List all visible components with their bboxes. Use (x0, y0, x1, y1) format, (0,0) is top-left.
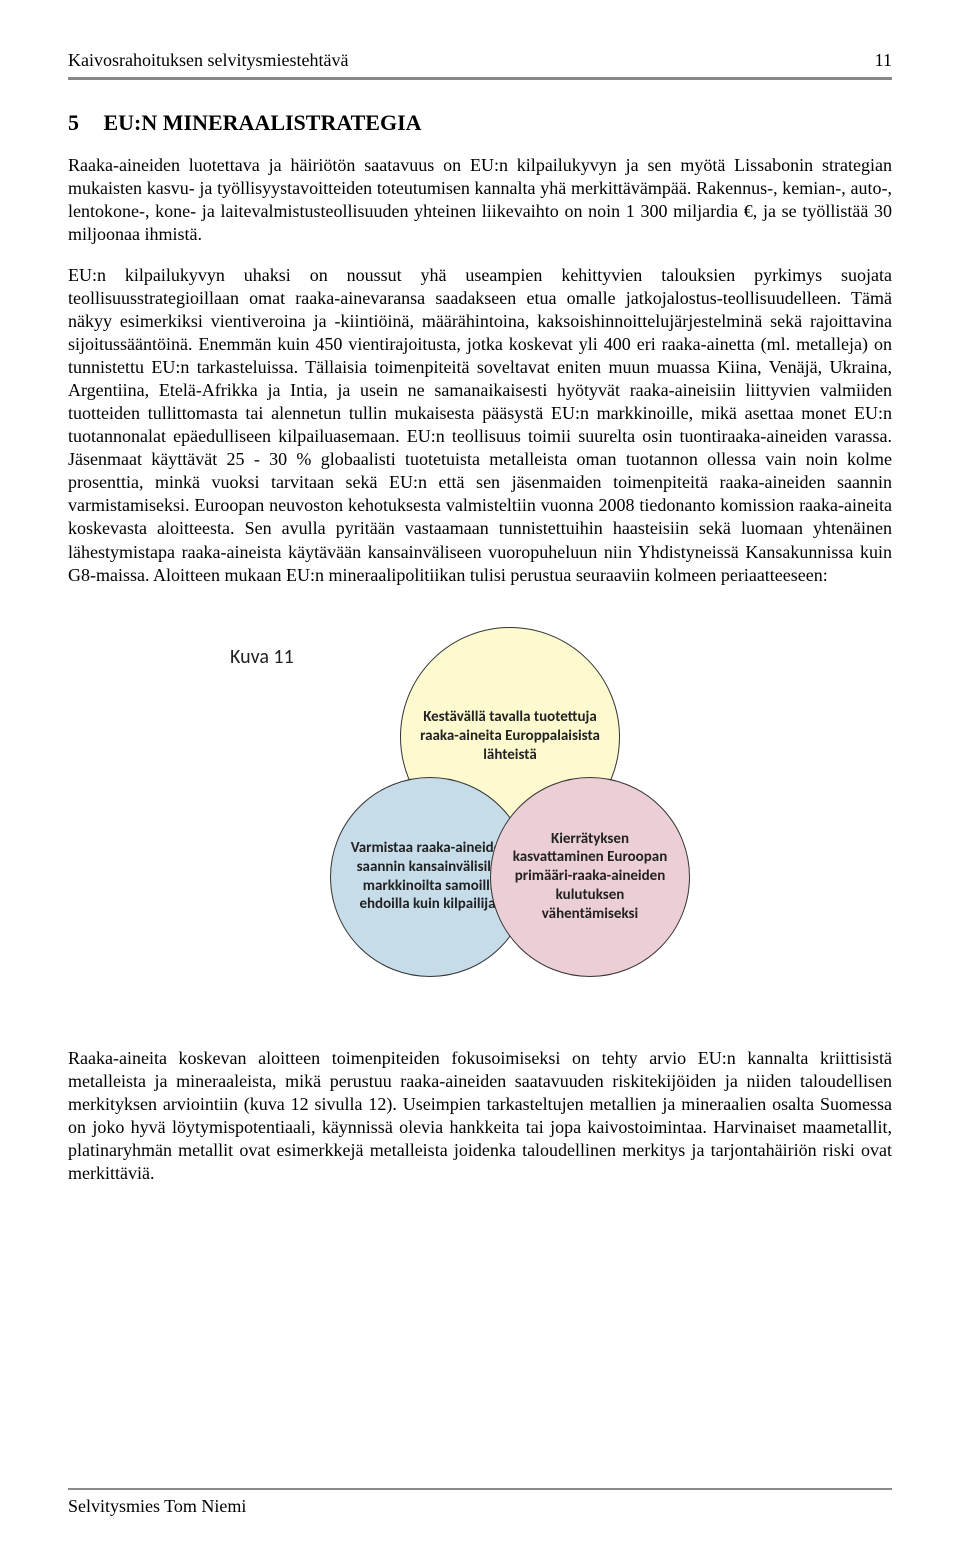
page-number: 11 (875, 50, 892, 71)
paragraph-1: Raaka-aineiden luotettava ja häiriötön s… (68, 154, 892, 246)
venn-diagram: Kuva 11 Kestävällä tavalla tuotettuja ra… (230, 627, 730, 987)
header-title: Kaivosrahoituksen selvitysmiestehtävä (68, 50, 348, 71)
section-title-text: EU:N MINERAALISTRATEGIA (104, 110, 422, 135)
venn-top-text: Kestävällä tavalla tuotettuja raaka-aine… (419, 708, 601, 764)
venn-circle-right: Kierrätyksen kasvattaminen Euroopan prim… (490, 777, 690, 977)
venn-left-text: Varmistaa raaka-aineiden saannin kansain… (349, 839, 511, 914)
figure-11: Kuva 11 Kestävällä tavalla tuotettuja ra… (68, 627, 892, 987)
footer-rule (68, 1488, 892, 1490)
paragraph-3: Raaka-aineita koskevan aloitteen toimenp… (68, 1047, 892, 1185)
running-header: Kaivosrahoituksen selvitysmiestehtävä 11 (68, 50, 892, 80)
venn-right-text: Kierrätyksen kasvattaminen Euroopan prim… (509, 830, 671, 924)
figure-label: Kuva 11 (230, 645, 294, 669)
section-number: 5 (68, 110, 98, 136)
footer-text: Selvitysmies Tom Niemi (68, 1496, 892, 1517)
section-heading: 5 EU:N MINERAALISTRATEGIA (68, 110, 892, 136)
page: Kaivosrahoituksen selvitysmiestehtävä 11… (0, 0, 960, 1557)
paragraph-2: EU:n kilpailukyvyn uhaksi on noussut yhä… (68, 264, 892, 586)
page-footer: Selvitysmies Tom Niemi (68, 1488, 892, 1517)
